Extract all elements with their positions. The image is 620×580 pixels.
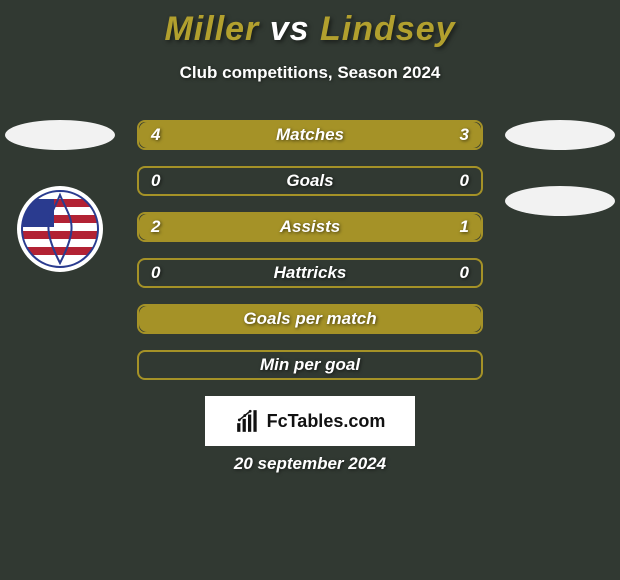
revolution-logo-icon — [20, 189, 100, 269]
stat-label: Goals — [286, 171, 333, 191]
stat-label: Matches — [276, 125, 344, 145]
subtitle: Club competitions, Season 2024 — [0, 63, 620, 83]
stat-value-a: 2 — [151, 217, 160, 237]
stat-value-a: 4 — [151, 125, 160, 145]
vs-text: vs — [270, 10, 310, 48]
player-a-avatar-placeholder — [5, 120, 115, 150]
left-column — [0, 120, 120, 272]
stat-row: 2 1 Assists — [137, 212, 483, 242]
player-b-name: Lindsey — [320, 10, 455, 48]
stat-value-a: 0 — [151, 171, 160, 191]
brand-text: FcTables.com — [267, 411, 386, 432]
stat-label: Assists — [280, 217, 340, 237]
date-text: 20 september 2024 — [0, 454, 620, 474]
stat-value-b: 3 — [460, 125, 469, 145]
stat-row: 0 0 Hattricks — [137, 258, 483, 288]
right-column — [500, 120, 620, 216]
player-b-avatar-placeholder — [505, 120, 615, 150]
stat-value-b: 0 — [460, 263, 469, 283]
brand-box[interactable]: FcTables.com — [205, 396, 415, 446]
stat-row: Min per goal — [137, 350, 483, 380]
fctables-logo-icon — [235, 408, 261, 434]
stat-label: Hattricks — [274, 263, 347, 283]
stat-row: Goals per match — [137, 304, 483, 334]
stat-label: Goals per match — [243, 309, 376, 329]
stat-row: 4 3 Matches — [137, 120, 483, 150]
player-a-name: Miller — [164, 10, 259, 48]
stat-row: 0 0 Goals — [137, 166, 483, 196]
page-title: Miller vs Lindsey — [0, 0, 620, 49]
stat-value-b: 0 — [460, 171, 469, 191]
stat-value-a: 0 — [151, 263, 160, 283]
stat-label: Min per goal — [260, 355, 360, 375]
stats-container: 4 3 Matches 0 0 Goals 2 1 Assists 0 0 Hattricks Goal… — [137, 120, 483, 380]
stat-value-b: 1 — [460, 217, 469, 237]
team-a-logo — [17, 186, 103, 272]
team-b-logo-placeholder — [505, 186, 615, 216]
